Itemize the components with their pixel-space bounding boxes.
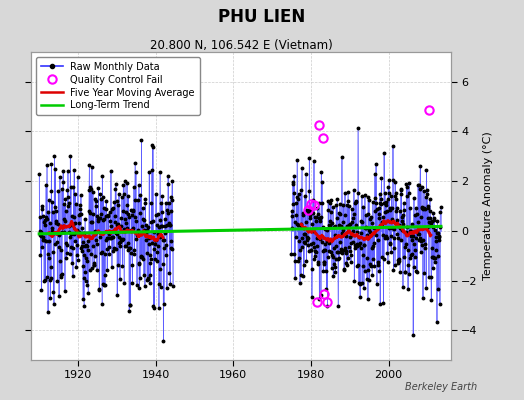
Text: PHU LIEN: PHU LIEN	[219, 8, 305, 26]
Title: 20.800 N, 106.542 E (Vietnam): 20.800 N, 106.542 E (Vietnam)	[150, 39, 332, 52]
Y-axis label: Temperature Anomaly (°C): Temperature Anomaly (°C)	[483, 132, 493, 280]
Text: Berkeley Earth: Berkeley Earth	[405, 382, 477, 392]
Legend: Raw Monthly Data, Quality Control Fail, Five Year Moving Average, Long-Term Tren: Raw Monthly Data, Quality Control Fail, …	[36, 57, 200, 115]
